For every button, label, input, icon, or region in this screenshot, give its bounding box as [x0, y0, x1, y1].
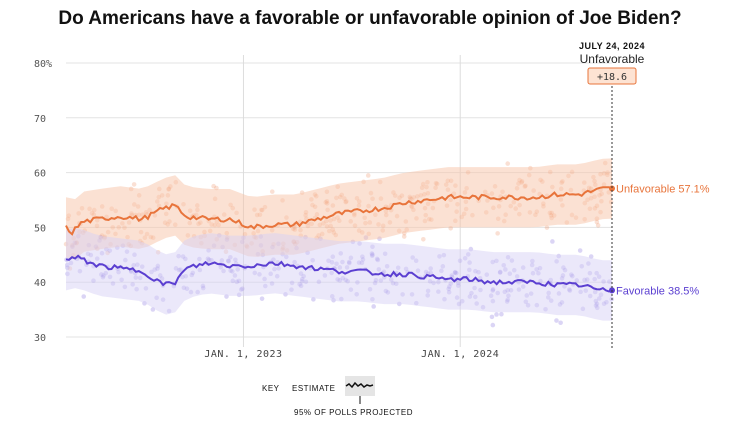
y-tick-label: 70 [34, 114, 46, 125]
poll-dot [489, 314, 495, 320]
y-tick-label: 30 [34, 333, 46, 344]
poll-dot [365, 173, 371, 178]
trend-line-unfavorable [65, 186, 613, 236]
trend-line-favorable [65, 254, 613, 293]
poll-dot [211, 183, 216, 189]
poll-dot [259, 296, 265, 301]
y-axis-ticks: 30 40 50 60 70 80% [34, 59, 52, 344]
margin-badge [587, 67, 637, 85]
poll-dot [577, 248, 583, 253]
poll-dot [421, 237, 426, 242]
y-tick-label: 80% [34, 59, 52, 70]
poll-dot [81, 294, 87, 299]
confidence-band-unfavorable [66, 158, 612, 260]
poll-dot [495, 231, 500, 236]
poll-dot [505, 161, 511, 166]
y-tick-label: 50 [34, 223, 46, 234]
y-tick-label: 60 [34, 169, 46, 180]
annotation-leader: Unfavorable [580, 52, 645, 66]
confidence-bands [66, 158, 612, 321]
poll-dot [558, 320, 563, 326]
series-label-unfavorable: Unfavorable 57.1% [616, 183, 710, 195]
annotation-margin: +18.6 [597, 72, 627, 83]
poll-dot [490, 322, 496, 328]
poll-dot [494, 312, 499, 317]
end-point-unfavorable [609, 185, 615, 192]
x-tick-label: JAN. 1, 2023 [204, 349, 282, 360]
series-label-favorable: Favorable 38.5% [616, 285, 699, 297]
poll-dot [550, 239, 555, 244]
poll-dot [401, 234, 407, 239]
key-label: KEY [262, 384, 280, 393]
poll-dot [131, 182, 137, 187]
annotation-date: JULY 24, 2024 [579, 41, 645, 51]
series-labels: Unfavorable 57.1% Favorable 38.5% [616, 183, 710, 297]
poll-dot [269, 189, 275, 194]
poll-dot [554, 318, 559, 323]
key-band-note: 95% OF POLLS PROJECTED [294, 408, 414, 417]
poll-dot [595, 223, 601, 228]
x-tick-label: JAN. 1, 2024 [421, 349, 499, 360]
trend-lines [65, 185, 615, 294]
poll-dot [544, 225, 550, 230]
y-tick-label: 40 [34, 278, 46, 289]
chart-title: Do Americans have a favorable or unfavor… [58, 8, 682, 29]
poll-dot [499, 311, 504, 317]
key-estimate-label: ESTIMATE [292, 384, 336, 393]
poll-dot [371, 304, 376, 309]
poll-dot [594, 219, 600, 225]
x-axis-ticks: JAN. 1, 2023 JAN. 1, 2024 [204, 349, 499, 360]
